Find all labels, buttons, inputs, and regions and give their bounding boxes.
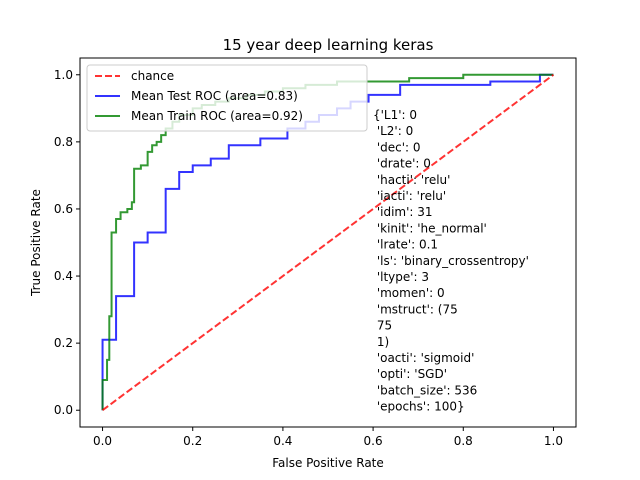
annotation-line: 'L2': 0 xyxy=(373,124,413,138)
y-axis-label: True Positive Rate xyxy=(29,189,43,297)
x-tick-label: 1.0 xyxy=(544,434,563,448)
annotation-line: {'L1': 0 xyxy=(373,108,417,122)
x-axis-label: False Positive Rate xyxy=(272,456,384,470)
annotation-line: 'oacti': 'sigmoid' xyxy=(373,351,474,365)
legend-label-1: Mean Test ROC (area=0.83) xyxy=(131,89,298,103)
annotation-line: 'opti': 'SGD' xyxy=(373,367,447,381)
hyperparameter-annotation: {'L1': 0 'L2': 0 'dec': 0 'drate': 0 'ha… xyxy=(373,108,529,414)
annotation-line: 'drate': 0 xyxy=(373,157,431,171)
x-tick-label: 0.8 xyxy=(454,434,473,448)
x-tick-label: 0.6 xyxy=(364,434,383,448)
y-tick-label: 0.6 xyxy=(54,202,73,216)
y-tick-label: 0.2 xyxy=(54,336,73,350)
annotation-line: 1) xyxy=(373,335,389,349)
y-tick-label: 0.8 xyxy=(54,135,73,149)
annotation-line: 'idim': 31 xyxy=(373,205,433,219)
annotation-line: 'iacti': 'relu' xyxy=(373,189,446,203)
x-tick-label: 0.4 xyxy=(273,434,292,448)
legend-label-2: Mean Train ROC (area=0.92) xyxy=(131,109,303,123)
annotation-line: 'batch_size': 536 xyxy=(373,383,477,397)
y-tick-label: 1.0 xyxy=(54,68,73,82)
x-tick-label: 0.2 xyxy=(183,434,202,448)
annotation-line: 'kinit': 'he_normal' xyxy=(373,221,487,235)
legend-label-0: chance xyxy=(131,69,174,83)
chart-title: 15 year deep learning keras xyxy=(223,36,434,54)
series-line-0 xyxy=(101,73,555,412)
x-axis-ticks: 0.0 0.2 0.4 0.6 0.8 1.0 xyxy=(93,427,563,448)
series-line-1 xyxy=(101,73,554,411)
axes-frame xyxy=(79,57,577,428)
annotation-line: 'mstruct': (75 xyxy=(373,302,458,316)
y-tick-label: 0.0 xyxy=(54,403,73,417)
y-tick-label: 0.4 xyxy=(54,269,73,283)
y-axis-ticks: 0.0 0.2 0.4 0.6 0.8 1.0 xyxy=(54,68,80,417)
annotation-line: 75 xyxy=(373,319,392,333)
annotation-line: 'hacti': 'relu' xyxy=(373,173,450,187)
annotation-line: 'lrate': 0.1 xyxy=(373,238,438,252)
annotation-line: 'ls': 'binary_crossentropy' xyxy=(373,254,529,268)
legend: chance Mean Test ROC (area=0.83) Mean Trai… xyxy=(86,64,368,132)
legend-box xyxy=(86,64,368,132)
annotation-line: 'ltype': 3 xyxy=(373,270,429,284)
annotation-line: 'dec': 0 xyxy=(373,140,421,154)
annotation-line: 'momen': 0 xyxy=(373,286,445,300)
x-tick-label: 0.0 xyxy=(93,434,112,448)
annotation-line: 'epochs': 100} xyxy=(373,400,465,414)
